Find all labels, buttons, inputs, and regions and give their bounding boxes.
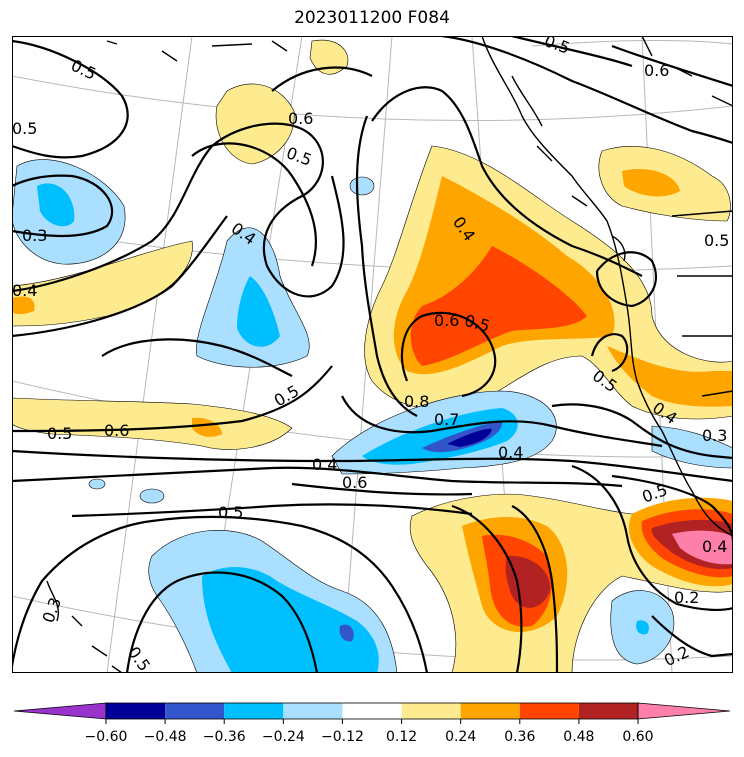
colorbar-swatch <box>342 703 402 719</box>
colorbar-swatch <box>460 703 520 719</box>
colorbar-ticks: −0.60 −0.48 −0.36 −0.24 −0.12 0.12 0.24 0.36 0.4… <box>85 719 654 745</box>
contour-label: 0.5 <box>47 424 72 443</box>
contour-lines <box>12 36 733 673</box>
colorbar-swatch <box>224 703 284 719</box>
contour-label: 0.5 <box>12 119 37 138</box>
colorbar-tick-label: −0.24 <box>262 729 305 745</box>
colorbar-tick-label: 0.24 <box>445 729 476 745</box>
colorbar-extend-low <box>13 702 107 720</box>
colorbar-swatch <box>401 703 461 719</box>
colorbar-tick-label: 0.60 <box>622 729 653 745</box>
contour-label: 0.5 <box>704 231 729 250</box>
contour-label: 0.4 <box>12 281 37 300</box>
contour-label: 0.4 <box>498 443 523 462</box>
contour-label: 0.8 <box>404 392 429 411</box>
contour-label: 0.3 <box>702 426 727 445</box>
colorbar-tick-label: −0.12 <box>321 729 364 745</box>
colorbar-extend-high <box>637 702 731 720</box>
contour-label: 0.2 <box>674 588 699 607</box>
colorbar-tick-label: −0.60 <box>85 729 128 745</box>
contour-label: 0.6 <box>104 421 129 440</box>
colorbar-tick-label: 0.12 <box>386 729 417 745</box>
colorbar-tick-label: 0.36 <box>504 729 535 745</box>
colorbar-swatch <box>106 703 166 719</box>
map-panel: 0.5 0.5 0.6 0.5 0.5 0.6 0.3 0.4 0.4 0.4 … <box>12 36 733 673</box>
colorbar-swatches <box>13 702 731 720</box>
contour-label: 0.7 <box>434 410 459 429</box>
contour-label: 0.4 <box>702 537 727 556</box>
colorbar-tick-label: −0.48 <box>144 729 187 745</box>
colorbar-outline <box>105 702 639 720</box>
contour-label: 0.6 <box>288 109 313 128</box>
coastlines <box>46 36 733 673</box>
colorbar-swatch <box>283 703 343 719</box>
contour-label: 0.6 <box>434 311 459 330</box>
map-title: 2023011200 F084 <box>294 8 450 28</box>
colorbar: −0.60 −0.48 −0.36 −0.24 −0.12 0.12 0.24 0.36 0.4… <box>13 702 731 745</box>
contour-label: 0.4 <box>312 455 337 474</box>
map-frame <box>12 36 733 673</box>
colorbar-swatch <box>578 703 638 719</box>
contour-label: 0.6 <box>342 473 367 492</box>
contour-label: 0.5 <box>218 503 243 522</box>
colorbar-tick-label: 0.48 <box>563 729 594 745</box>
contour-label: 0.3 <box>22 226 47 245</box>
colorbar-swatch <box>519 703 579 719</box>
contour-label: 0.6 <box>644 61 669 80</box>
colorbar-tick-label: −0.36 <box>203 729 246 745</box>
colorbar-swatch <box>165 703 225 719</box>
